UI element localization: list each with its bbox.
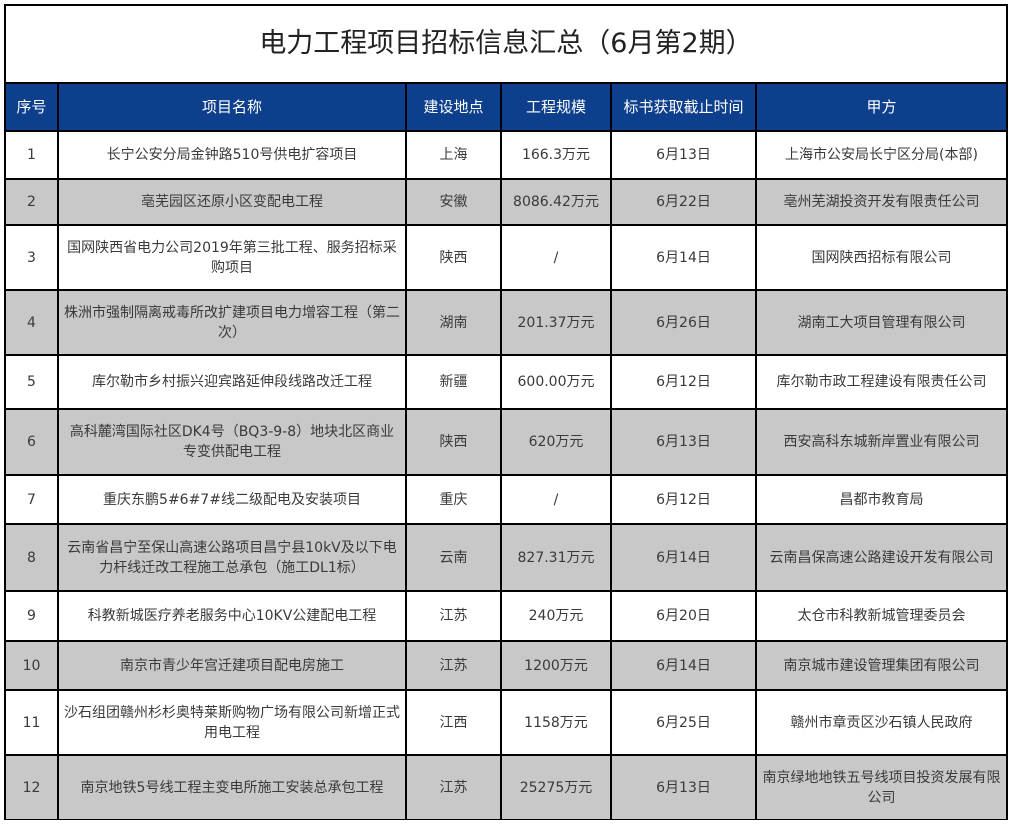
cell-project-name: 亳芜园区还原小区变配电工程	[57, 178, 407, 226]
cell-scale: /	[500, 224, 612, 291]
cell-index: 1	[6, 130, 59, 180]
table-row: 1 长宁公安分局金钟路510号供电扩容项目 上海 166.3万元 6月13日 上海市公安局…	[6, 130, 1006, 180]
cell-index: 10	[6, 640, 59, 691]
table-row: 7 重庆东鹏5#6#7#线二级配电及安装项目 重庆/6月12日 昌都市教育局	[6, 474, 1006, 525]
table-row: 3 国网陕西省电力公司2019年第三批工程、服务招标采购项目 陕西/6月14日 国网陕…	[6, 224, 1006, 291]
header-project-name: 项目名称	[57, 84, 407, 132]
cell-project-name: 高科麓湾国际社区DK4号（BQ3-9-8）地块北区商业专变供配电工程	[57, 408, 407, 476]
cell-deadline: 6月13日	[610, 408, 757, 476]
cell-scale: /	[500, 474, 612, 525]
cell-project-name: 南京地铁5号线工程主变电所施工安装总承包工程	[57, 754, 407, 819]
summary-table-container: 电力工程项目招标信息汇总（6月第2期） 序号 项目名称 建设地点 工程规模 标书获取截止…	[4, 4, 1008, 820]
cell-scale: 8086.42万元	[500, 178, 612, 226]
table-row: 9 科教新城医疗养老服务中心10KV公建配电工程 江苏 240万元 6月20日 太仓市科教…	[6, 590, 1006, 642]
cell-owner: 昌都市教育局	[755, 474, 1006, 525]
cell-location: 江苏	[405, 754, 502, 819]
cell-location: 安徽	[405, 178, 502, 226]
cell-owner: 国网陕西招标有限公司	[755, 224, 1006, 291]
cell-location: 湖南	[405, 289, 502, 356]
cell-scale: 600.00万元	[500, 354, 612, 410]
header-owner: 甲方	[755, 84, 1006, 132]
cell-index: 8	[6, 523, 59, 592]
cell-deadline: 6月12日	[610, 474, 757, 525]
cell-project-name: 云南省昌宁至保山高速公路项目昌宁县10kV及以下电力杆线迁改工程施工总承包（施工…	[57, 523, 407, 592]
cell-scale: 25275万元	[500, 754, 612, 819]
cell-deadline: 6月20日	[610, 590, 757, 642]
cell-deadline: 6月12日	[610, 354, 757, 410]
table-row: 11 沙石组团赣州杉杉奥特莱斯购物广场有限公司新增正式用电工程 江西 1158万元 6月…	[6, 689, 1006, 756]
cell-project-name: 国网陕西省电力公司2019年第三批工程、服务招标采购项目	[57, 224, 407, 291]
cell-deadline: 6月13日	[610, 754, 757, 819]
cell-location: 重庆	[405, 474, 502, 525]
cell-index: 12	[6, 754, 59, 819]
cell-owner: 云南昌保高速公路建设开发有限公司	[755, 523, 1006, 592]
cell-location: 上海	[405, 130, 502, 180]
tender-table: 序号 项目名称 建设地点 工程规模 标书获取截止时间 甲方 1 长宁公安分局金钟路510号供…	[6, 84, 1006, 819]
table-row: 5 库尔勒市乡村振兴迎宾路延伸段线路改迁工程 新疆 600.00万元 6月12日 库尔勒市…	[6, 354, 1006, 410]
cell-project-name: 株洲市强制隔离戒毒所改扩建项目电力增容工程（第二次）	[57, 289, 407, 356]
cell-location: 江苏	[405, 590, 502, 642]
cell-scale: 827.31万元	[500, 523, 612, 592]
cell-deadline: 6月14日	[610, 523, 757, 592]
cell-index: 9	[6, 590, 59, 642]
header-scale: 工程规模	[500, 84, 612, 132]
cell-deadline: 6月26日	[610, 289, 757, 356]
cell-deadline: 6月22日	[610, 178, 757, 226]
cell-project-name: 库尔勒市乡村振兴迎宾路延伸段线路改迁工程	[57, 354, 407, 410]
header-location: 建设地点	[405, 84, 502, 132]
cell-owner: 上海市公安局长宁区分局(本部)	[755, 130, 1006, 180]
cell-location: 陕西	[405, 408, 502, 476]
cell-owner: 亳州芜湖投资开发有限责任公司	[755, 178, 1006, 226]
cell-scale: 201.37万元	[500, 289, 612, 356]
cell-location: 新疆	[405, 354, 502, 410]
cell-project-name: 长宁公安分局金钟路510号供电扩容项目	[57, 130, 407, 180]
cell-owner: 湖南工大项目管理有限公司	[755, 289, 1006, 356]
cell-scale: 166.3万元	[500, 130, 612, 180]
cell-location: 陕西	[405, 224, 502, 291]
table-row: 4 株洲市强制隔离戒毒所改扩建项目电力增容工程（第二次） 湖南 201.37万元 6月2…	[6, 289, 1006, 356]
cell-project-name: 重庆东鹏5#6#7#线二级配电及安装项目	[57, 474, 407, 525]
table-row: 10 南京市青少年宫迁建项目配电房施工 江苏 1200万元 6月14日 南京城市建设管理集…	[6, 640, 1006, 691]
table-row: 6 高科麓湾国际社区DK4号（BQ3-9-8）地块北区商业专变供配电工程 陕西 620…	[6, 408, 1006, 476]
cell-scale: 1200万元	[500, 640, 612, 691]
cell-scale: 240万元	[500, 590, 612, 642]
cell-project-name: 南京市青少年宫迁建项目配电房施工	[57, 640, 407, 691]
cell-index: 11	[6, 689, 59, 756]
cell-location: 云南	[405, 523, 502, 592]
cell-index: 4	[6, 289, 59, 356]
table-row: 12 南京地铁5号线工程主变电所施工安装总承包工程 江苏 25275万元 6月13日 南京…	[6, 754, 1006, 819]
cell-project-name: 科教新城医疗养老服务中心10KV公建配电工程	[57, 590, 407, 642]
cell-index: 2	[6, 178, 59, 226]
cell-owner: 南京城市建设管理集团有限公司	[755, 640, 1006, 691]
cell-owner: 赣州市章贡区沙石镇人民政府	[755, 689, 1006, 756]
cell-index: 5	[6, 354, 59, 410]
cell-deadline: 6月14日	[610, 640, 757, 691]
table-row: 2 亳芜园区还原小区变配电工程 安徽 8086.42万元 6月22日 亳州芜湖投资开发有限…	[6, 178, 1006, 226]
cell-location: 江西	[405, 689, 502, 756]
table-row: 8 云南省昌宁至保山高速公路项目昌宁县10kV及以下电力杆线迁改工程施工总承包（施…	[6, 523, 1006, 592]
cell-deadline: 6月14日	[610, 224, 757, 291]
header-deadline: 标书获取截止时间	[610, 84, 757, 132]
cell-owner: 库尔勒市政工程建设有限责任公司	[755, 354, 1006, 410]
cell-scale: 620万元	[500, 408, 612, 476]
table-header-row: 序号 项目名称 建设地点 工程规模 标书获取截止时间 甲方	[6, 84, 1006, 132]
cell-owner: 西安高科东城新岸置业有限公司	[755, 408, 1006, 476]
cell-project-name: 沙石组团赣州杉杉奥特莱斯购物广场有限公司新增正式用电工程	[57, 689, 407, 756]
cell-index: 6	[6, 408, 59, 476]
cell-deadline: 6月25日	[610, 689, 757, 756]
cell-owner: 太仓市科教新城管理委员会	[755, 590, 1006, 642]
cell-deadline: 6月13日	[610, 130, 757, 180]
cell-index: 3	[6, 224, 59, 291]
header-index: 序号	[6, 84, 59, 132]
cell-scale: 1158万元	[500, 689, 612, 756]
page-title: 电力工程项目招标信息汇总（6月第2期）	[6, 6, 1006, 84]
cell-owner: 南京绿地地铁五号线项目投资发展有限公司	[755, 754, 1006, 819]
cell-location: 江苏	[405, 640, 502, 691]
cell-index: 7	[6, 474, 59, 525]
